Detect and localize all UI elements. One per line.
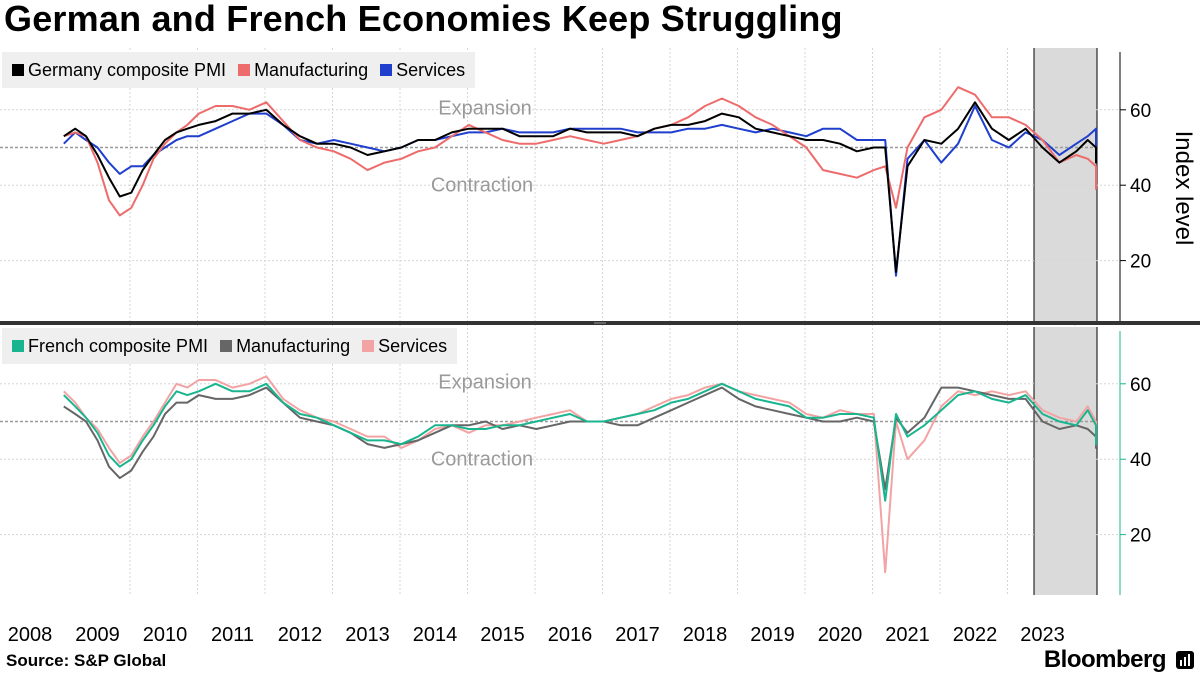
legend-germany: Germany composite PMI Manufacturing Serv… — [2, 52, 476, 88]
legend-item-french-services: Services — [362, 336, 447, 357]
x-tick-label: 2023 — [1020, 624, 1065, 646]
legend-swatch — [380, 64, 393, 76]
y-tick-label: 60 — [1130, 101, 1151, 122]
x-tick-label: 2017 — [615, 624, 660, 646]
panel-germany: 20 40 60 Expansion Contraction Index level — [0, 48, 1197, 322]
series-line-services — [63, 105, 1097, 277]
legend-item-germany-manufacturing: Manufacturing — [238, 60, 368, 81]
x-tick-label: 2009 — [75, 624, 120, 646]
legend-swatch — [362, 340, 375, 352]
chart-title: German and French Economies Keep Struggl… — [4, 0, 843, 39]
x-tick-label: 2011 — [211, 624, 254, 646]
y-tick-label: 20 — [1130, 526, 1151, 547]
series-line-manufacturing — [63, 86, 1097, 217]
series-line-germany-composite-pmi — [63, 101, 1097, 273]
legend-item-germany-composite: Germany composite PMI — [12, 60, 226, 81]
annotation-expansion: Expansion — [438, 98, 531, 120]
annotation-expansion: Expansion — [438, 372, 531, 394]
series-line-manufacturing — [63, 386, 1097, 491]
annotation-contraction: Contraction — [431, 175, 533, 197]
legend-swatch — [238, 64, 251, 76]
legend-item-germany-services: Services — [380, 60, 465, 81]
bloomberg-logo: Bloomberg — [1043, 646, 1167, 673]
legend-label: Germany composite PMI — [28, 59, 227, 80]
y-tick-label: 60 — [1130, 375, 1151, 396]
x-tick-label: 2022 — [953, 624, 998, 646]
legend-label: Services — [378, 335, 448, 356]
x-tick-label: 2020 — [818, 624, 863, 646]
series-line-services — [63, 375, 1097, 574]
y-tick-label: 40 — [1130, 450, 1151, 471]
y-axis-title: Index level — [1170, 131, 1197, 246]
x-tick-label: 2015 — [480, 624, 525, 646]
shaded-period — [1034, 327, 1097, 595]
legend-item-french-manufacturing: Manufacturing — [220, 336, 350, 357]
y-tick-label: 20 — [1130, 252, 1151, 273]
annotation-contraction: Contraction — [431, 449, 533, 471]
legend-swatch — [12, 340, 24, 352]
x-tick-label: 2018 — [683, 624, 728, 646]
bloomberg-bar-icon — [1176, 651, 1194, 669]
panel-france: 20 40 60 Expansion Contraction — [0, 327, 1151, 595]
legend-item-french-composite: French composite PMI — [12, 336, 208, 357]
x-tick-label: 2014 — [413, 624, 458, 646]
legend-swatch — [12, 64, 24, 76]
legend-france: French composite PMI Manufacturing Servi… — [2, 328, 458, 364]
x-tick-label: 2013 — [345, 624, 390, 646]
x-tick-label: 2010 — [143, 624, 188, 646]
x-tick-label: 2019 — [750, 624, 795, 646]
legend-label: French composite PMI — [28, 335, 209, 356]
legend-label: Manufacturing — [254, 59, 369, 80]
x-tick-label: 2021 — [885, 624, 930, 646]
series-line-french-composite-pmi — [63, 382, 1097, 502]
legend-label: Manufacturing — [236, 335, 351, 356]
x-tick-label: 2012 — [278, 624, 323, 646]
source-note: Source: S&P Global — [6, 651, 167, 670]
legend-label: Services — [396, 59, 466, 80]
y-tick-label: 40 — [1130, 176, 1151, 197]
x-tick-label: 2008 — [8, 624, 53, 646]
x-tick-label: 2016 — [548, 624, 593, 646]
legend-swatch — [220, 340, 233, 352]
